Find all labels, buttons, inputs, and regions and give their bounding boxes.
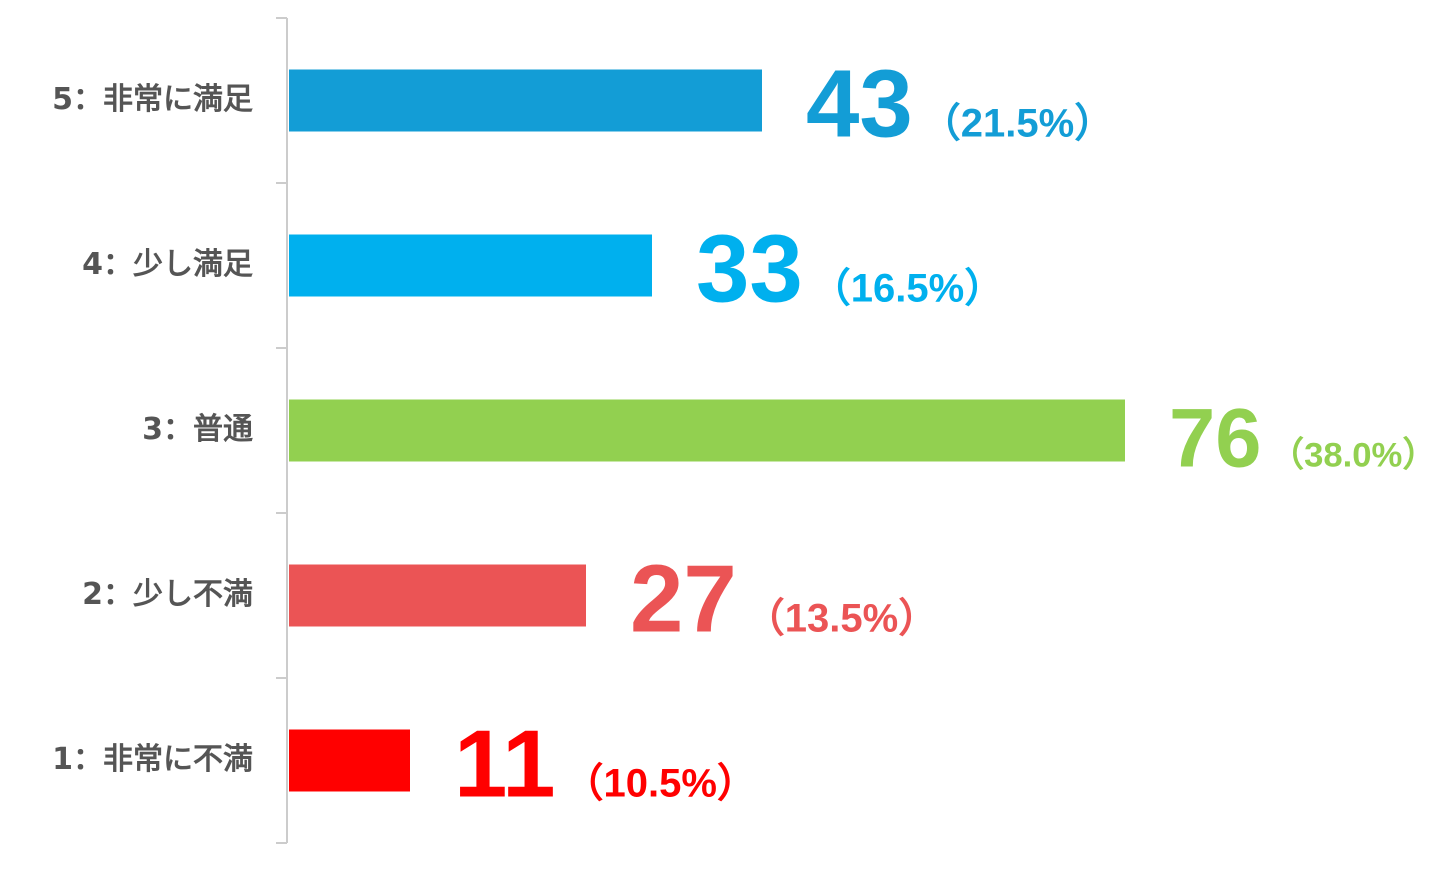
category-label: 1：非常に不満 <box>52 742 253 777</box>
category-label: 5：非常に満足 <box>52 82 253 117</box>
bar <box>289 234 652 297</box>
category-label: 2：少し不満 <box>82 577 253 612</box>
value-label: 27 （13.5%） <box>630 546 938 653</box>
percent-label: （10.5%） <box>563 762 756 806</box>
bar <box>289 399 1125 462</box>
value-label: 11 （10.5%） <box>454 711 757 818</box>
percent-label: （38.0%） <box>1270 436 1438 475</box>
value-number: 43 <box>806 51 913 158</box>
category-label: 4：少し満足 <box>82 247 253 282</box>
value-label: 33 （16.5%） <box>696 216 1004 323</box>
value-number: 27 <box>630 546 737 653</box>
value-number: 33 <box>696 216 803 323</box>
bar <box>289 69 762 132</box>
percent-label: （13.5%） <box>745 597 938 641</box>
bar <box>289 729 410 792</box>
value-number: 76 <box>1169 392 1262 485</box>
percent-label: （16.5%） <box>811 267 1004 311</box>
category-label: 3：普通 <box>142 412 253 447</box>
value-label: 43 （21.5%） <box>806 51 1114 158</box>
bar <box>289 564 586 627</box>
value-number: 11 <box>454 711 555 818</box>
value-label: 76 （38.0%） <box>1169 392 1437 485</box>
percent-label: （21.5%） <box>921 102 1114 146</box>
